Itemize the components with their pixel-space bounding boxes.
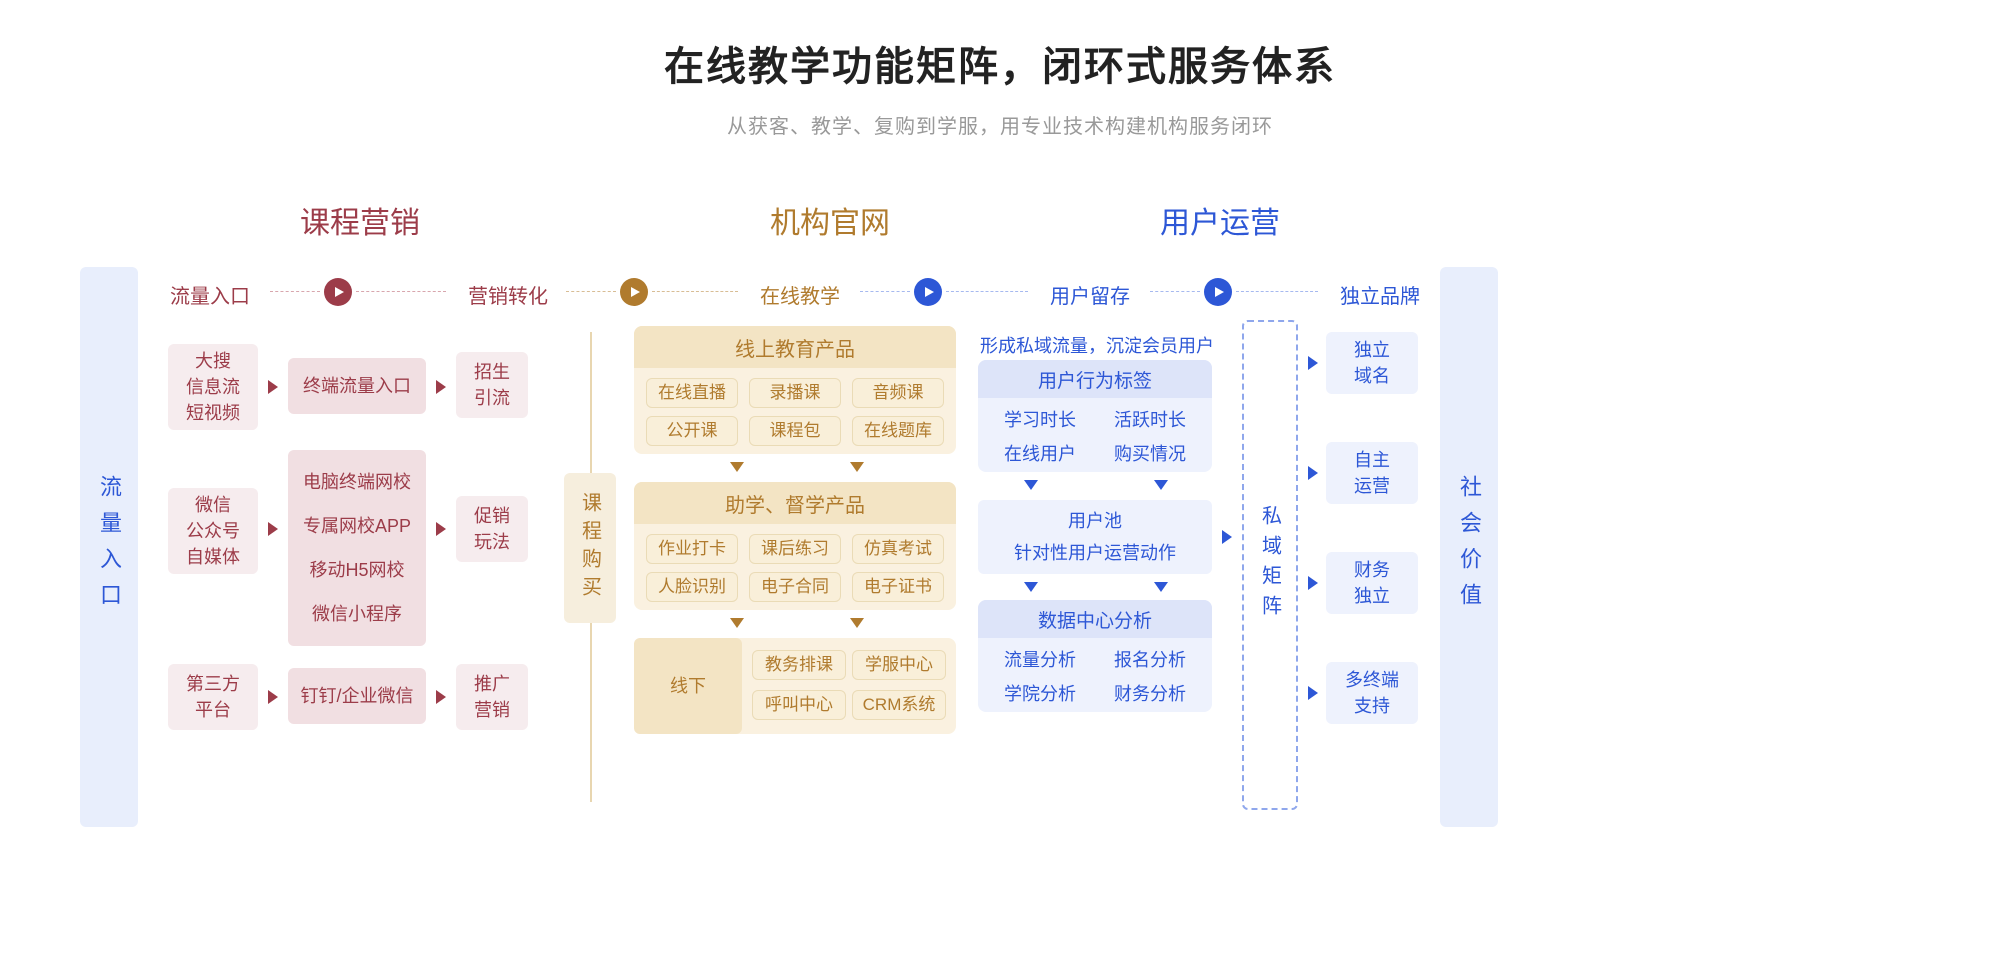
blue-r0: 独立 域名 bbox=[1326, 332, 1418, 394]
red-c2-b1: 终端流量入口 bbox=[288, 358, 426, 414]
red-c2-b2a: 电脑终端网校 bbox=[303, 469, 411, 495]
arrow-b2a bbox=[1024, 582, 1038, 592]
brown-g2-hdr: 助学、督学产品 bbox=[634, 482, 956, 524]
arrow-b1a bbox=[1024, 480, 1038, 490]
circle-3 bbox=[914, 278, 942, 306]
bg1-c4: 课程包 bbox=[749, 416, 841, 446]
section-red: 课程营销 bbox=[260, 198, 460, 242]
bg2b-c3: 财务分析 bbox=[1100, 680, 1200, 706]
bg2-c1: 课后练习 bbox=[749, 534, 841, 564]
bg3-c0: 教务排课 bbox=[752, 650, 846, 680]
bg2b-c0: 流量分析 bbox=[990, 646, 1090, 672]
bg2-c3: 人脸识别 bbox=[646, 572, 738, 602]
red-c1-b2: 微信 公众号 自媒体 bbox=[168, 488, 258, 574]
red-c2-group: 电脑终端网校 专属网校APP 移动H5网校 微信小程序 bbox=[288, 450, 426, 646]
arrow-r3 bbox=[268, 690, 278, 704]
bg1b-c3: 购买情况 bbox=[1100, 440, 1200, 466]
dash-1 bbox=[270, 291, 320, 292]
pillar-mid: 课程购买 bbox=[564, 473, 616, 623]
brown-g1-hdr: 线上教育产品 bbox=[634, 326, 956, 368]
arrow-bg1b bbox=[850, 462, 864, 472]
bg3-c3: CRM系统 bbox=[852, 690, 946, 720]
dash-2 bbox=[356, 291, 446, 292]
bg1-c5: 在线题库 bbox=[852, 416, 944, 446]
blue-r1: 自主 运营 bbox=[1326, 442, 1418, 504]
dash-7 bbox=[1150, 291, 1200, 292]
arrow-r6 bbox=[436, 690, 446, 704]
blue-caption: 形成私域流量，沉淀会员用户 bbox=[972, 332, 1222, 358]
sub-title: 从获客、教学、复购到学服，用专业技术构建机构服务闭环 bbox=[0, 110, 2000, 139]
arrow-r4 bbox=[436, 380, 446, 394]
arrow-r1 bbox=[268, 380, 278, 394]
stage-4: 用户留存 bbox=[1030, 280, 1150, 309]
bg2-c0: 作业打卡 bbox=[646, 534, 738, 564]
dash-4 bbox=[652, 291, 738, 292]
arrow-to-dash bbox=[1222, 530, 1232, 544]
arrow-bg1a bbox=[730, 462, 744, 472]
stage-3: 在线教学 bbox=[740, 280, 860, 309]
bg1-c2: 音频课 bbox=[852, 378, 944, 408]
section-brown: 机构官网 bbox=[730, 198, 930, 242]
stage-1: 流量入口 bbox=[150, 280, 270, 309]
main-title: 在线教学功能矩阵，闭环式服务体系 bbox=[0, 34, 2000, 92]
blue-mid-b: 针对性用户运营动作 bbox=[1014, 540, 1176, 566]
arrow-bg2a bbox=[730, 618, 744, 628]
section-blue: 用户运营 bbox=[1120, 198, 1320, 242]
dash-6 bbox=[946, 291, 1028, 292]
stage-2: 营销转化 bbox=[448, 280, 568, 309]
arrow-d1 bbox=[1308, 356, 1318, 370]
red-c3-b3: 推广 营销 bbox=[456, 664, 528, 730]
arrow-d4 bbox=[1308, 686, 1318, 700]
brown-g3-hdr: 线下 bbox=[634, 638, 742, 734]
bg1b-c1: 活跃时长 bbox=[1100, 406, 1200, 432]
bg3-c2: 呼叫中心 bbox=[752, 690, 846, 720]
dash-8 bbox=[1236, 291, 1318, 292]
bg2-c5: 电子证书 bbox=[852, 572, 944, 602]
bg3-c1: 学服中心 bbox=[852, 650, 946, 680]
bg2-c2: 仿真考试 bbox=[852, 534, 944, 564]
circle-4 bbox=[1204, 278, 1232, 306]
circle-2 bbox=[620, 278, 648, 306]
dash-5 bbox=[860, 291, 910, 292]
bg2b-c2: 学院分析 bbox=[990, 680, 1090, 706]
arrow-b1b bbox=[1154, 480, 1168, 490]
blue-g1-hdr: 用户行为标签 bbox=[978, 360, 1212, 398]
blue-mid-a: 用户池 bbox=[1068, 508, 1122, 534]
red-c3-b1: 招生 引流 bbox=[456, 352, 528, 418]
bg1b-c2: 在线用户 bbox=[990, 440, 1090, 466]
red-c2-b2d: 微信小程序 bbox=[312, 601, 402, 627]
pillar-left: 流量入口 bbox=[80, 267, 138, 827]
arrow-r5 bbox=[436, 522, 446, 536]
blue-r2: 财务 独立 bbox=[1326, 552, 1418, 614]
arrow-d3 bbox=[1308, 576, 1318, 590]
red-c2-b2c: 移动H5网校 bbox=[309, 557, 404, 583]
red-c1-b1: 大搜 信息流 短视频 bbox=[168, 344, 258, 430]
bg2-c4: 电子合同 bbox=[749, 572, 841, 602]
arrow-r2 bbox=[268, 522, 278, 536]
pillar-right: 社会价值 bbox=[1440, 267, 1498, 827]
arrow-b2b bbox=[1154, 582, 1168, 592]
bg1b-c0: 学习时长 bbox=[990, 406, 1090, 432]
stage-5: 独立品牌 bbox=[1320, 280, 1440, 309]
bg1-c3: 公开课 bbox=[646, 416, 738, 446]
dash-3 bbox=[566, 291, 616, 292]
bg1-c1: 录播课 bbox=[749, 378, 841, 408]
red-c2-b3: 钉钉/企业微信 bbox=[288, 668, 426, 724]
arrow-bg2b bbox=[850, 618, 864, 628]
pillar-dash: 私域矩阵 bbox=[1242, 320, 1298, 810]
circle-1 bbox=[324, 278, 352, 306]
arrow-d2 bbox=[1308, 466, 1318, 480]
blue-r3: 多终端 支持 bbox=[1326, 662, 1418, 724]
blue-mid: 用户池 针对性用户运营动作 bbox=[978, 500, 1212, 574]
red-c2-b2b: 专属网校APP bbox=[303, 513, 411, 539]
bg1-c0: 在线直播 bbox=[646, 378, 738, 408]
blue-g2-hdr: 数据中心分析 bbox=[978, 600, 1212, 638]
red-c3-b2: 促销 玩法 bbox=[456, 496, 528, 562]
red-c1-b3: 第三方 平台 bbox=[168, 664, 258, 730]
bg2b-c1: 报名分析 bbox=[1100, 646, 1200, 672]
